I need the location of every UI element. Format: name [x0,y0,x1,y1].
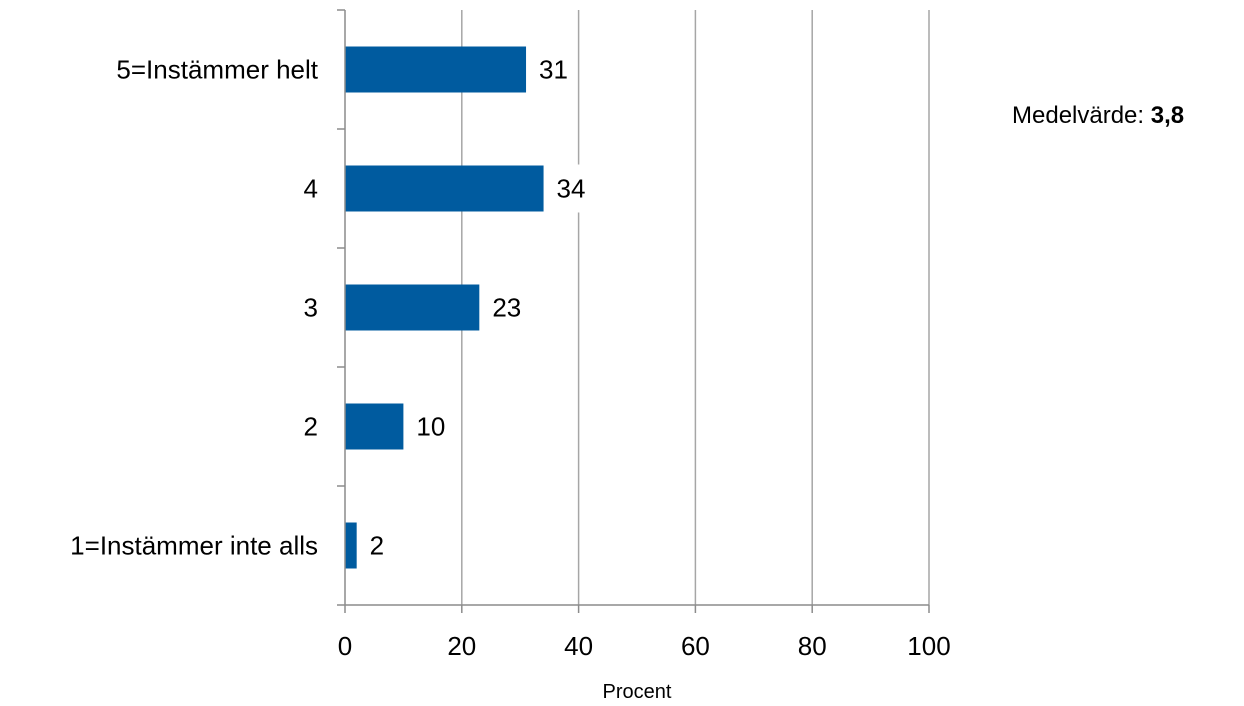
data-label-background [409,402,454,451]
category-labels: 5=Instämmer helt 4 3 2 1=Instämmer inte alls [70,55,319,561]
x-tick-label: 20 [447,631,476,661]
mean-value-annotation: Medelvärde: 3,8 [1012,102,1184,130]
mean-value: 3,8 [1150,102,1185,129]
data-label: 23 [492,293,521,323]
data-label-background [532,45,577,94]
bar [345,522,357,569]
gridlines [461,10,930,605]
data-label: 10 [416,412,445,442]
category-label: 3 [304,293,318,323]
category-label: 5=Instämmer helt [116,55,318,85]
x-tick-label: 100 [907,631,950,661]
bars [345,46,544,569]
x-axis-label: Procent [603,681,672,703]
data-label-background [485,283,530,332]
data-label: 34 [557,174,586,204]
category-label: 2 [304,412,318,442]
data-labels: 31 34 23 10 2 [362,45,594,570]
bar [345,165,544,212]
tick-labels: 0 20 40 60 80 100 [338,631,951,661]
x-tick-label: 0 [338,631,352,661]
data-label-background [362,521,392,570]
bar [345,284,480,331]
mean-label: Medelvärde: [1012,102,1145,129]
bar [345,403,404,450]
data-label: 31 [539,55,568,85]
data-label: 2 [370,531,384,561]
x-tick-label: 60 [681,631,710,661]
category-label: 1=Instämmer inte alls [70,531,318,561]
axes [337,9,930,613]
x-tick-label: 80 [798,631,827,661]
category-label: 4 [304,174,318,204]
data-label-background [549,164,594,213]
x-tick-label: 40 [564,631,593,661]
bar [345,46,527,93]
